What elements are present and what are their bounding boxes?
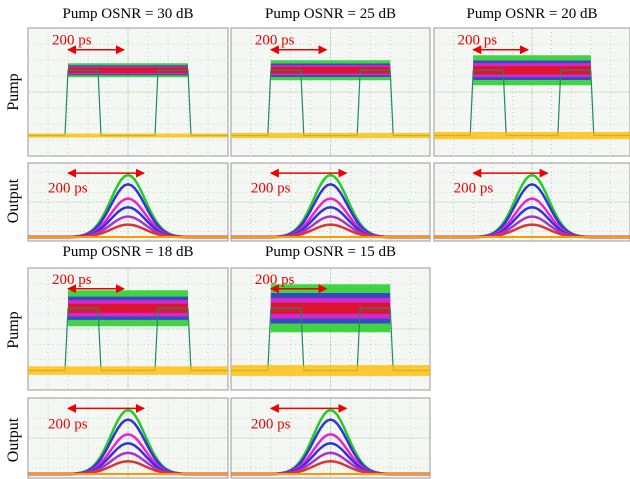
panel-title: Pump OSNR = 15 dB xyxy=(265,244,396,260)
baseline xyxy=(434,132,630,139)
row-label: Pump xyxy=(5,311,22,348)
annotation: 200 ps xyxy=(458,33,498,49)
baseline xyxy=(28,366,228,374)
baseline xyxy=(231,365,430,376)
baseline xyxy=(28,134,228,138)
annotation: 200 ps xyxy=(52,33,92,49)
baseline xyxy=(231,133,430,138)
panel-title: Pump OSNR = 25 dB xyxy=(265,6,396,22)
annotation: 200 ps xyxy=(454,181,494,197)
panel-title: Pump OSNR = 18 dB xyxy=(63,244,194,260)
annotation: 200 ps xyxy=(251,181,291,197)
annotation: 200 ps xyxy=(251,416,291,432)
panel-title: Pump OSNR = 20 dB xyxy=(467,6,598,22)
annotation: 200 ps xyxy=(52,272,92,288)
row-label: Output xyxy=(5,178,22,223)
panel: Pump OSNR = 25 dB 200 ps 200 ps xyxy=(231,6,430,241)
panel: Pump OSNR = 20 dB 200 ps 200 ps xyxy=(434,6,630,241)
row-label: Output xyxy=(5,417,22,462)
annotation: 200 ps xyxy=(48,181,88,197)
annotation: 200 ps xyxy=(48,416,88,432)
panel: Pump OSNR = 18 dB 200 ps 200 ps xyxy=(28,244,228,478)
panel: Pump OSNR = 15 dB 200 ps 200 ps xyxy=(231,244,430,478)
annotation: 200 ps xyxy=(255,272,295,288)
annotation: 200 ps xyxy=(255,33,295,49)
panel: Pump OSNR = 30 dB 200 ps 200 ps xyxy=(28,6,228,241)
figure: Pump Output Pump Output Pump OSNR = 30 d… xyxy=(0,0,630,479)
row-label: Pump xyxy=(5,73,22,110)
panel-title: Pump OSNR = 30 dB xyxy=(63,6,194,22)
